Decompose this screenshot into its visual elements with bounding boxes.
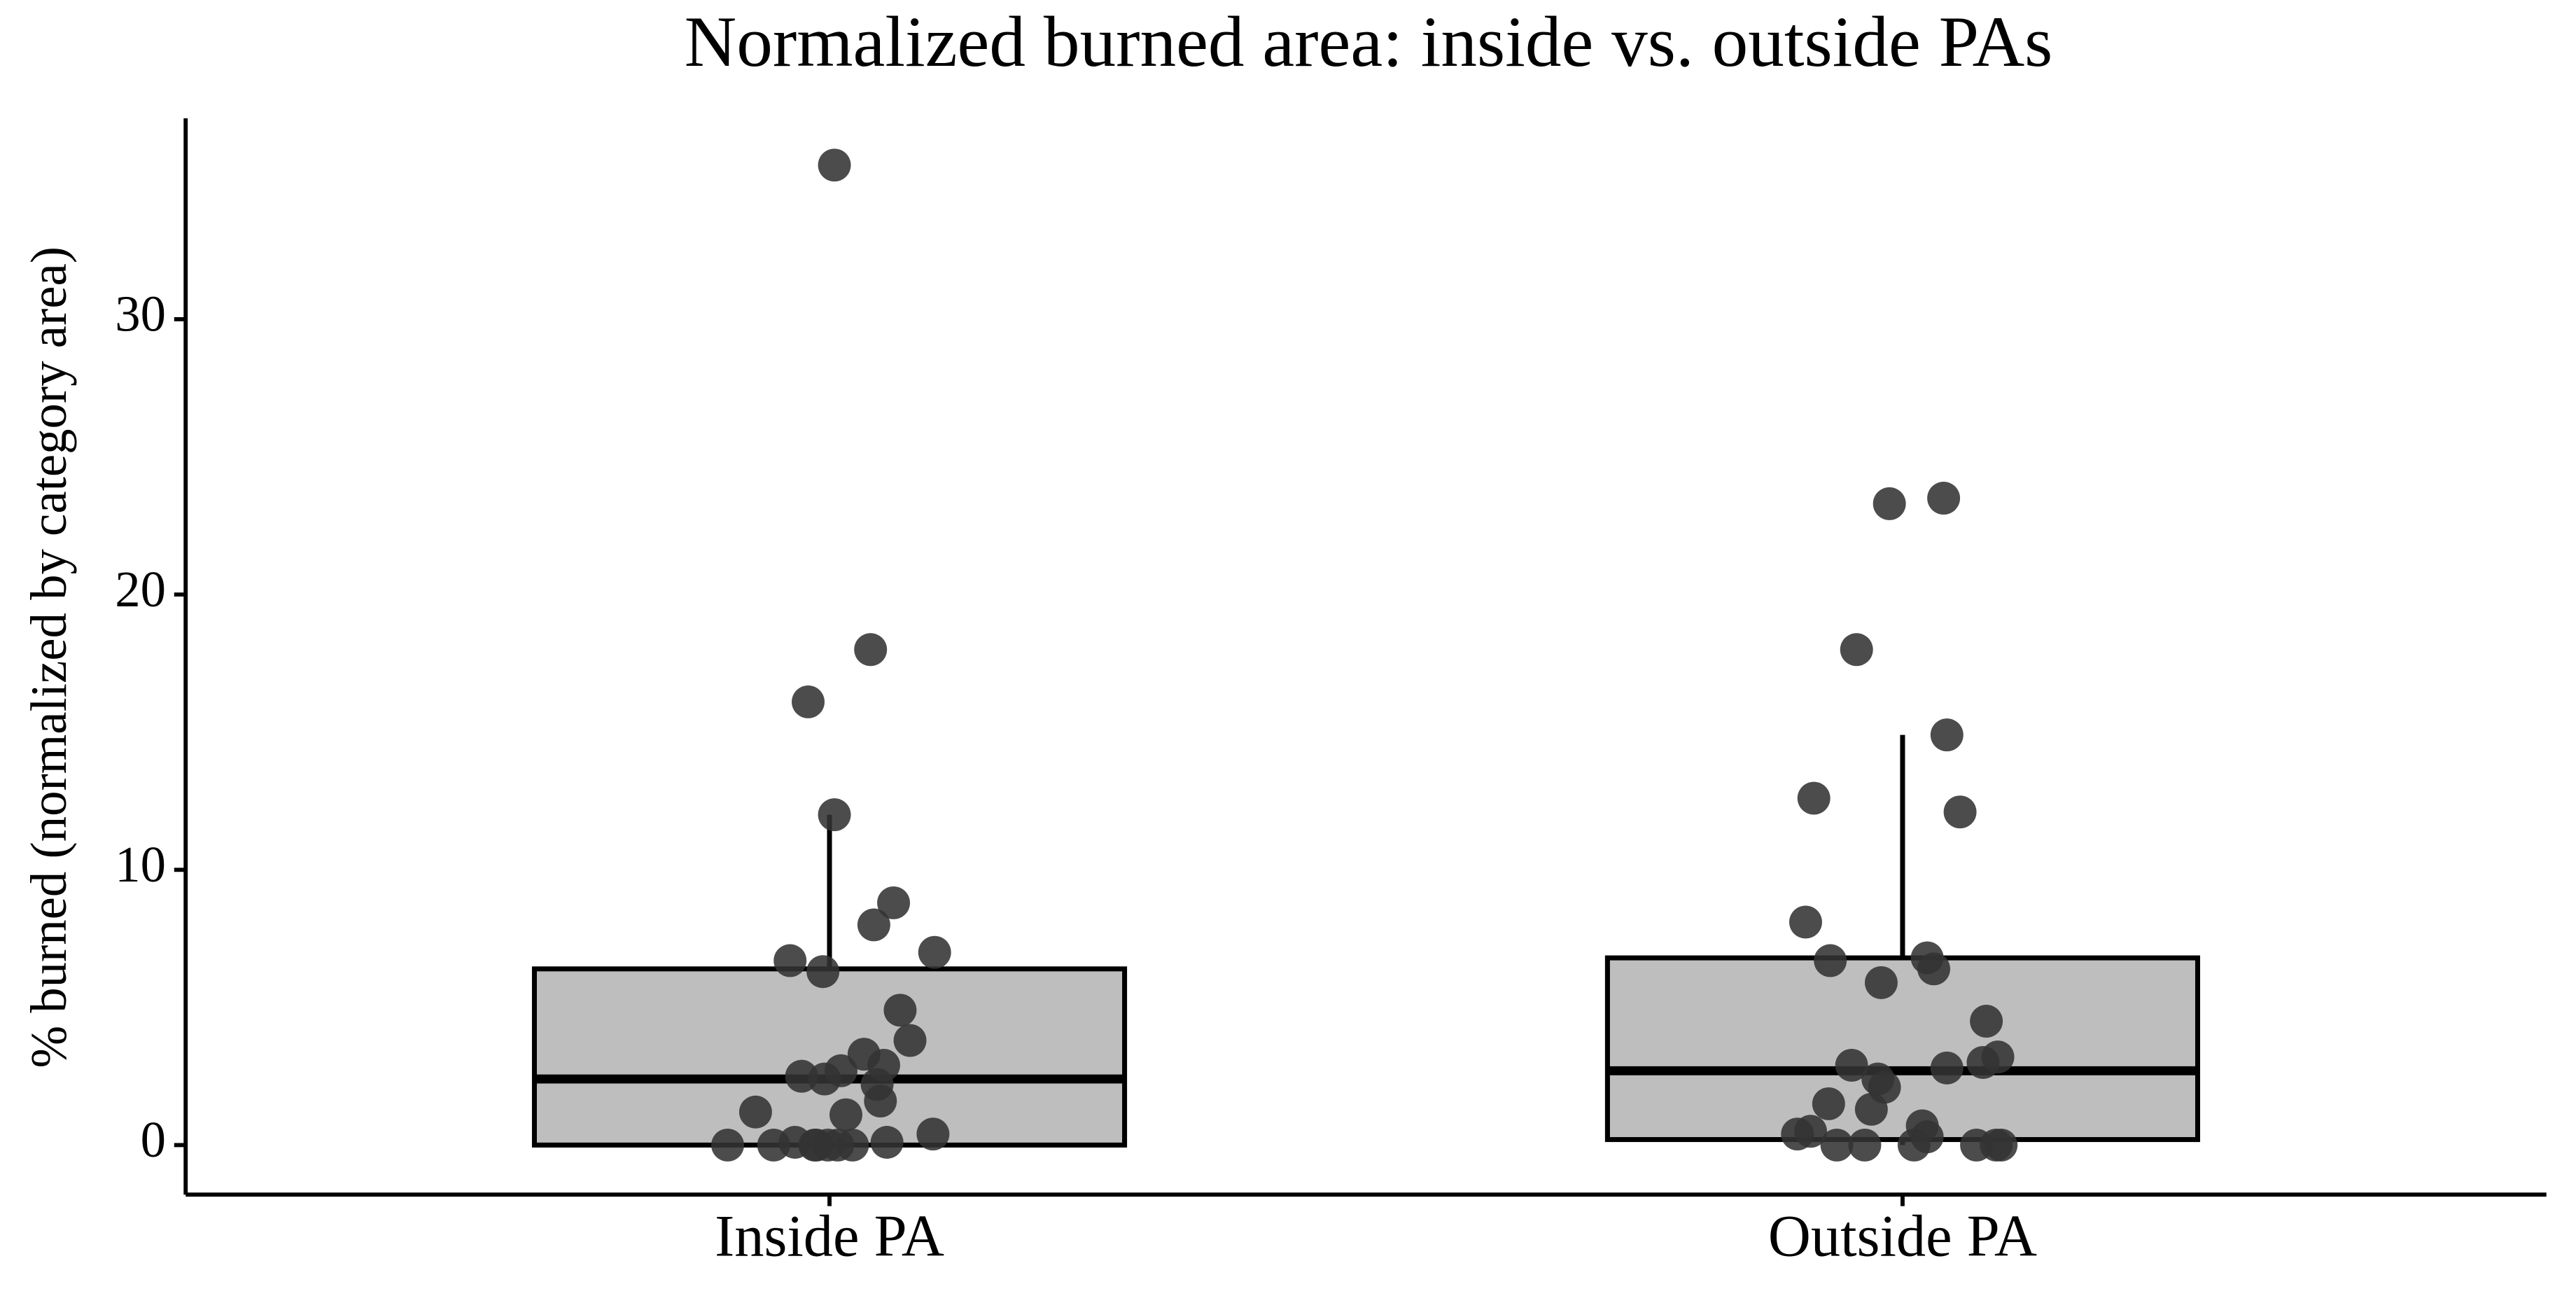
data-point xyxy=(864,1085,897,1117)
data-point xyxy=(1872,487,1906,520)
chart-title: Normalized burned area: inside vs. outsi… xyxy=(685,2,2053,82)
data-point xyxy=(1781,1117,1814,1151)
data-point xyxy=(818,148,851,182)
box xyxy=(1604,955,2201,1143)
x-tick-label: Outside PA xyxy=(1768,1204,2037,1269)
data-point xyxy=(854,633,888,667)
data-point xyxy=(857,908,890,942)
data-point xyxy=(1840,633,1873,667)
data-point xyxy=(1943,795,1977,829)
data-point xyxy=(757,1128,790,1162)
data-point xyxy=(918,935,951,969)
data-point xyxy=(916,1117,950,1151)
box xyxy=(531,966,1128,1148)
data-point xyxy=(818,798,851,832)
data-point xyxy=(774,944,807,977)
data-point xyxy=(870,1126,904,1159)
data-point xyxy=(836,1128,869,1162)
data-point xyxy=(738,1095,772,1129)
data-point xyxy=(1835,1048,1868,1082)
data-point xyxy=(799,1128,833,1162)
data-point xyxy=(1812,1087,1845,1120)
data-point xyxy=(1814,944,1847,977)
y-tick-label: 30 xyxy=(115,286,166,342)
data-point xyxy=(1917,952,1951,986)
y-tick-label: 20 xyxy=(115,561,166,618)
data-point xyxy=(806,955,840,989)
data-point xyxy=(711,1128,744,1162)
data-point xyxy=(1820,1128,1854,1162)
data-point xyxy=(1966,1046,2000,1079)
data-point xyxy=(1854,1092,1888,1126)
data-point xyxy=(830,1098,862,1131)
data-point xyxy=(1848,1128,1882,1162)
data-point xyxy=(883,994,917,1027)
data-point xyxy=(808,1062,841,1096)
data-point xyxy=(1927,482,1961,515)
y-tick-label: 0 xyxy=(141,1111,166,1168)
data-point xyxy=(1984,1128,2018,1162)
y-axis-label: % burned (normalized by category area) xyxy=(20,246,77,1068)
data-point xyxy=(1797,781,1830,815)
data-point xyxy=(1930,718,1963,752)
data-point xyxy=(893,1024,927,1057)
data-point xyxy=(1930,1051,1963,1085)
data-point xyxy=(1789,905,1822,939)
data-point xyxy=(877,886,910,919)
data-point xyxy=(1897,1128,1931,1162)
x-tick-label: Inside PA xyxy=(715,1204,944,1269)
data-point xyxy=(1970,1005,2003,1038)
data-point xyxy=(792,685,825,718)
y-tick-label: 10 xyxy=(115,836,166,893)
data-point xyxy=(1864,966,1898,999)
